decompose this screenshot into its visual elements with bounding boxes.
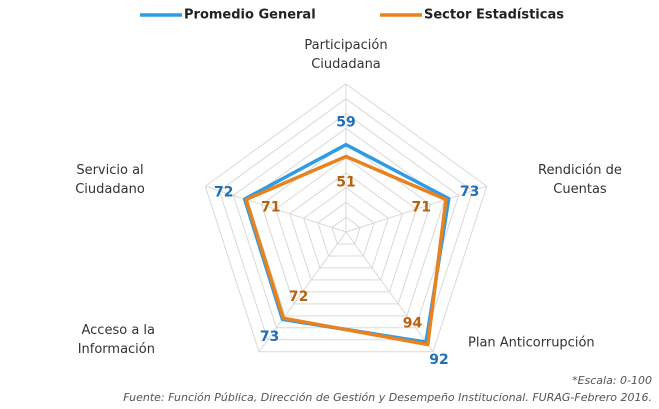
value-label: 71 — [411, 200, 430, 216]
value-label: 92 — [429, 352, 448, 368]
category-label: Plan Anticorrupción — [468, 336, 595, 351]
category-label: Acceso a la — [82, 323, 156, 338]
value-label: 51 — [336, 175, 355, 191]
category-label: Cuentas — [553, 182, 607, 197]
category-label: Ciudadano — [75, 182, 145, 197]
value-label: 72 — [289, 289, 308, 305]
spoke — [205, 185, 347, 233]
category-label: Rendición de — [538, 163, 622, 178]
value-label: 72 — [214, 184, 233, 200]
grid-ring — [275, 157, 417, 293]
value-label: 94 — [403, 316, 423, 332]
grid-ring — [260, 142, 432, 305]
grid-ring — [289, 172, 403, 281]
category-label: Ciudadana — [311, 57, 381, 72]
grid-ring — [303, 186, 389, 269]
value-label: 73 — [260, 329, 279, 345]
grid-ring — [204, 83, 488, 353]
grid-ring — [218, 98, 474, 341]
category-label: Servicio al — [76, 163, 143, 178]
legend-label: Sector Estadísticas — [424, 8, 564, 23]
series-line — [244, 154, 448, 347]
scale-note: *Escala: 0-100 — [572, 374, 652, 387]
value-label: 73 — [460, 184, 479, 200]
category-label: Participación — [304, 38, 387, 53]
spoke — [345, 185, 487, 233]
spoke — [258, 231, 347, 353]
category-label: Información — [78, 342, 155, 357]
spoke — [345, 231, 434, 353]
legend-label: Promedio General — [184, 8, 316, 23]
source-note: Fuente: Función Pública, Dirección de Ge… — [123, 391, 652, 404]
value-label: 59 — [336, 115, 355, 131]
value-label: 71 — [261, 200, 280, 216]
grid-ring — [317, 201, 375, 257]
grid-ring — [331, 216, 361, 245]
